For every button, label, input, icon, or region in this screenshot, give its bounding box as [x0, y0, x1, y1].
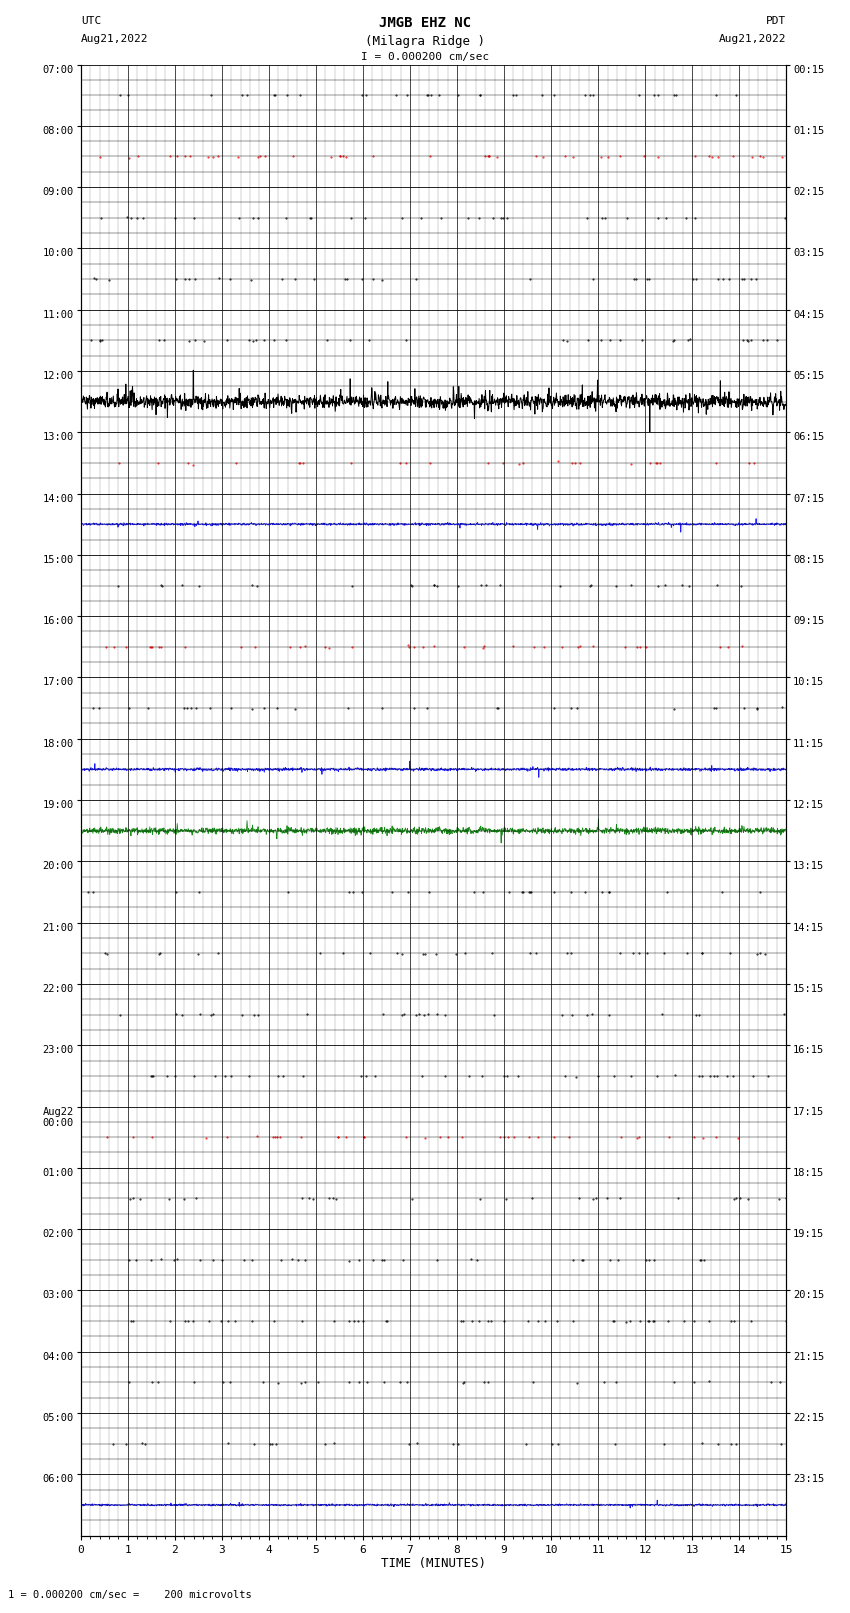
X-axis label: TIME (MINUTES): TIME (MINUTES) [381, 1558, 486, 1571]
Text: (Milagra Ridge ): (Milagra Ridge ) [365, 35, 485, 48]
Text: UTC: UTC [81, 16, 101, 26]
Text: Aug21,2022: Aug21,2022 [719, 34, 786, 44]
Text: JMGB EHZ NC: JMGB EHZ NC [379, 16, 471, 31]
Text: I = 0.000200 cm/sec: I = 0.000200 cm/sec [361, 52, 489, 61]
Text: Aug21,2022: Aug21,2022 [81, 34, 148, 44]
Text: PDT: PDT [766, 16, 786, 26]
Text: 1 = 0.000200 cm/sec =    200 microvolts: 1 = 0.000200 cm/sec = 200 microvolts [8, 1590, 252, 1600]
